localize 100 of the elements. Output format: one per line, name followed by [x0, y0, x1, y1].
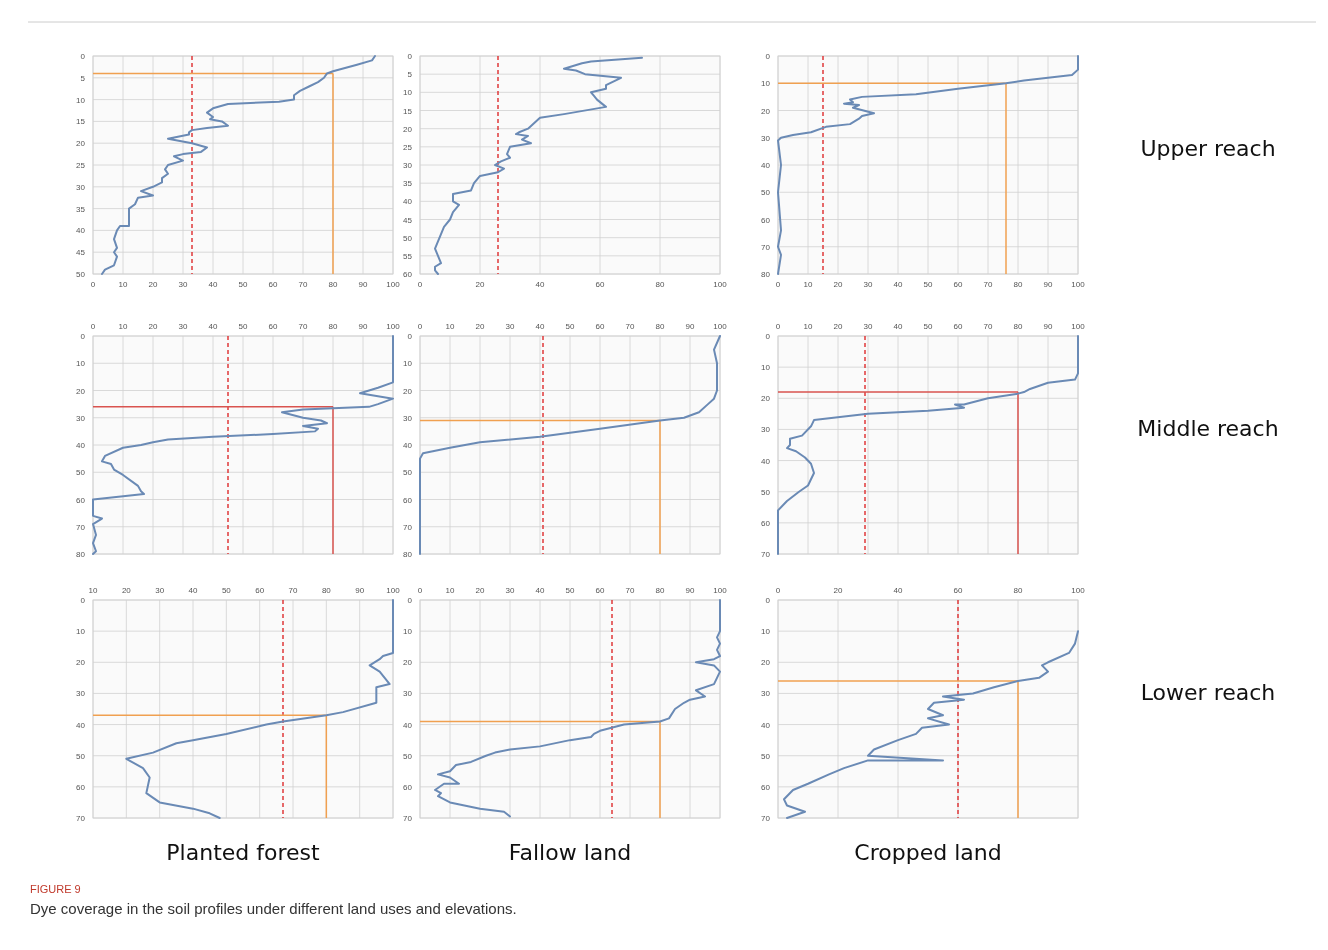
x-tick-label: 10 [118, 280, 128, 289]
line-series [92, 335, 394, 555]
y-tick-label: 60 [761, 518, 771, 528]
x-tick-label: 100 [1071, 280, 1086, 289]
y-tick-label: 60 [761, 782, 771, 792]
x-tick-label: 10 [88, 586, 98, 595]
y-tick-label: 20 [76, 658, 86, 668]
x-tick-label: 20 [833, 586, 843, 595]
y-tick-label: 10 [403, 88, 413, 98]
x-tick-label: 30 [863, 322, 873, 331]
x-tick-label: 20 [148, 280, 158, 289]
x-tick-label: 30 [505, 586, 515, 595]
x-tick-label: 30 [863, 280, 873, 289]
text: FIGURE 9 [30, 883, 81, 895]
y-tick-label: 0 [80, 596, 86, 605]
x-tick-label: 80 [328, 280, 338, 289]
y-tick-label: 15 [403, 106, 413, 116]
x-tick-label: 50 [565, 322, 575, 331]
y-tick-label: 40 [403, 197, 413, 207]
x-tick-label: 20 [475, 322, 485, 331]
y-tick-label: 80 [403, 550, 413, 559]
y-tick-label: 5 [80, 73, 86, 83]
y-tick-label: 20 [76, 386, 86, 396]
x-tick-label: 30 [178, 280, 188, 289]
y-tick-label: 30 [761, 133, 771, 143]
x-tick-label: 80 [655, 280, 665, 289]
x-tick-label: 80 [328, 322, 338, 331]
x-tick-label: 20 [833, 280, 843, 289]
line-series [783, 630, 1079, 819]
x-tick-label: 0 [417, 586, 423, 595]
y-tick-label: 10 [761, 79, 771, 89]
text: Dye coverage in the soil profiles under different land uses and elevations. [30, 900, 517, 917]
y-tick-label: 40 [761, 456, 771, 466]
y-tick-label: 55 [403, 251, 413, 261]
y-tick-label: 60 [76, 782, 86, 792]
x-tick-label: 90 [358, 322, 368, 331]
x-tick-label: 10 [445, 586, 455, 595]
y-tick-label: 50 [76, 751, 86, 761]
y-tick-label: 40 [761, 161, 771, 170]
y-tick-label: 15 [76, 117, 86, 127]
x-tick-label: 10 [445, 322, 455, 331]
y-tick-label: 50 [761, 751, 771, 761]
y-tick-label: 30 [76, 413, 86, 423]
x-tick-label: 50 [923, 280, 933, 289]
x-tick-label: 40 [208, 280, 218, 289]
y-tick-label: 50 [761, 188, 771, 198]
y-tick-label: 0 [765, 52, 771, 61]
y-tick-label: 10 [761, 363, 771, 373]
y-tick-label: 20 [403, 124, 413, 134]
y-tick-label: 0 [765, 596, 771, 605]
x-axis-title: Cropped land [854, 840, 1002, 865]
y-tick-label: 20 [403, 386, 413, 396]
line-series [777, 335, 1079, 555]
x-tick-label: 70 [625, 322, 635, 331]
y-tick-label: 10 [76, 95, 86, 105]
x-tick-label: 40 [535, 586, 545, 595]
y-tick-label: 30 [761, 689, 771, 699]
y-tick-label: 60 [761, 215, 771, 225]
y-tick-label: 30 [403, 689, 413, 699]
line-series [777, 55, 1079, 275]
x-tick-label: 20 [833, 322, 843, 331]
y-tick-label: 60 [403, 782, 413, 792]
y-tick-label: 50 [403, 468, 413, 478]
x-tick-label: 50 [238, 280, 248, 289]
x-tick-label: 90 [358, 280, 368, 289]
x-tick-label: 90 [1043, 280, 1053, 289]
x-tick-label: 60 [953, 280, 963, 289]
y-tick-label: 35 [403, 179, 413, 189]
x-tick-label: 60 [953, 322, 963, 331]
x-tick-label: 0 [90, 280, 96, 289]
y-tick-label: 5 [407, 70, 413, 80]
y-tick-label: 0 [407, 596, 413, 605]
x-tick-label: 20 [121, 586, 132, 595]
x-tick-label: 40 [208, 322, 218, 331]
y-tick-label: 45 [403, 215, 413, 225]
line-series [419, 335, 721, 555]
y-tick-label: 70 [403, 814, 413, 823]
y-tick-label: 60 [76, 495, 86, 505]
x-tick-label: 60 [255, 586, 265, 595]
y-tick-label: 45 [76, 248, 86, 258]
y-tick-label: 35 [76, 204, 86, 214]
x-tick-label: 30 [155, 586, 165, 595]
y-tick-label: 25 [403, 142, 413, 152]
x-tick-label: 50 [565, 586, 575, 595]
y-tick-label: 0 [407, 332, 413, 341]
y-tick-label: 10 [76, 627, 86, 637]
x-tick-label: 40 [893, 322, 903, 331]
x-tick-label: 20 [475, 586, 485, 595]
y-tick-label: 20 [76, 139, 86, 149]
x-tick-label: 60 [595, 322, 605, 331]
x-tick-label: 80 [1013, 280, 1023, 289]
x-tick-label: 100 [713, 280, 728, 289]
y-tick-label: 30 [76, 182, 86, 192]
x-tick-label: 70 [983, 280, 993, 289]
x-tick-label: 0 [90, 322, 96, 331]
y-tick-label: 40 [76, 441, 86, 450]
x-tick-label: 100 [386, 280, 401, 289]
y-tick-label: 70 [761, 242, 771, 252]
y-tick-label: 25 [76, 161, 86, 170]
y-tick-label: 70 [76, 522, 86, 532]
